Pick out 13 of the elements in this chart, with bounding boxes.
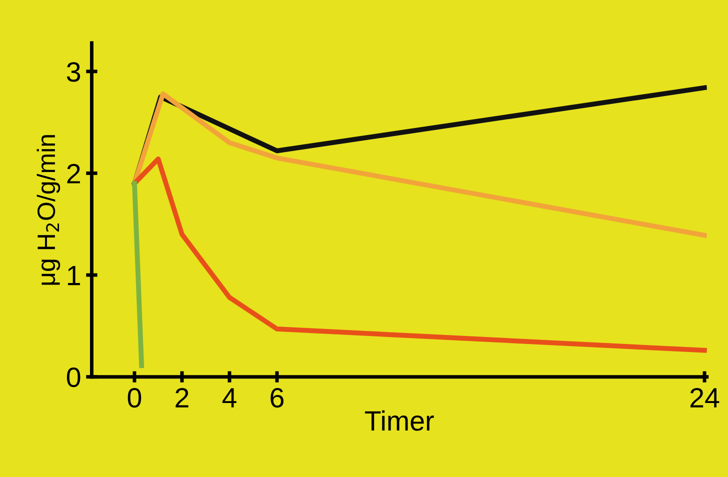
- line-series: [132, 156, 707, 353]
- y-tick-label: 3: [66, 62, 80, 82]
- y-tick-label: 1: [68, 266, 80, 286]
- x-tick-label: 4: [222, 388, 236, 408]
- x-axis-title: Timer: [364, 410, 434, 431]
- y-axis-title: μg H$_{2}$O/g/min: [36, 135, 60, 285]
- x-tick-label: 0: [128, 388, 142, 408]
- line-series: [132, 91, 707, 238]
- y-tick-label: 2: [67, 164, 80, 184]
- y-tick-label: 0: [66, 368, 80, 388]
- x-tick-label: 6: [270, 388, 284, 408]
- x-tick-label: 24: [690, 388, 720, 408]
- x-tick-label: 2: [176, 388, 188, 408]
